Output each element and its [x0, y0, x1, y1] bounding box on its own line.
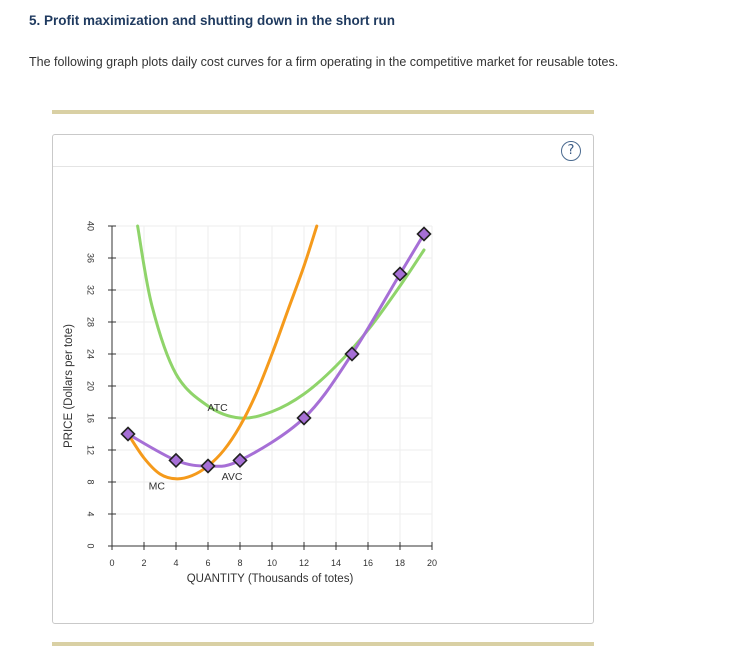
atc-curve	[136, 224, 426, 420]
y-tick-label: 32	[86, 285, 96, 295]
y-tick-label: 20	[86, 381, 96, 391]
top-divider	[52, 110, 594, 114]
label-layer: ATC AVC MC	[149, 402, 243, 492]
curve-layer	[126, 224, 426, 481]
avc-point-marker	[344, 346, 360, 362]
x-tick-label: 18	[395, 558, 405, 568]
y-tick-label: 36	[86, 253, 96, 263]
x-tick-label: 6	[205, 558, 210, 568]
avc-point-marker	[416, 226, 432, 242]
x-tick-label: 0	[109, 558, 114, 568]
x-tick-label: 20	[427, 558, 437, 568]
avc-curve	[126, 232, 426, 468]
x-tick-label: 8	[237, 558, 242, 568]
y-tick-label: 40	[86, 221, 96, 231]
axis-layer: 0 2 4 6 8 10 12 14 16 18 200481216202428323640QUAN…	[63, 221, 437, 585]
x-tick-label: 10	[267, 558, 277, 568]
x-tick-label: 4	[173, 558, 178, 568]
help-icon[interactable]: ?	[561, 141, 581, 161]
mc-curve-label: MC	[149, 481, 166, 493]
y-tick-label: 8	[86, 479, 96, 484]
question-title: 5. Profit maximization and shutting down…	[29, 13, 396, 28]
mc-curve	[126, 224, 319, 481]
y-tick-label: 4	[86, 511, 96, 516]
avc-point-marker	[296, 410, 312, 426]
y-tick-label: 0	[86, 543, 96, 548]
question-intro: The following graph plots daily cost cur…	[29, 55, 619, 69]
avc-point-marker	[232, 452, 248, 469]
panel-header-divider	[53, 166, 593, 167]
avc-point-marker	[168, 452, 184, 469]
y-tick-label: 28	[86, 317, 96, 327]
y-tick-label: 16	[86, 413, 96, 423]
atc-curve-label: ATC	[207, 402, 228, 414]
marker-layer	[120, 226, 432, 474]
x-axis-title: QUANTITY (Thousands of totes)	[187, 573, 354, 585]
x-tick-label: 14	[331, 558, 341, 568]
x-tick-label: 2	[141, 558, 146, 568]
avc-point-marker	[120, 426, 136, 442]
avc-curve-label: AVC	[222, 471, 243, 483]
x-tick-label: 16	[363, 558, 373, 568]
avc-point-marker	[392, 266, 408, 282]
grid-layer	[112, 225, 433, 546]
avc-point-marker	[200, 458, 216, 474]
y-tick-label: 12	[86, 445, 96, 455]
x-tick-label: 12	[299, 558, 309, 568]
y-axis-title: PRICE (Dollars per tote)	[63, 324, 75, 448]
y-tick-label: 24	[86, 349, 96, 359]
bottom-divider	[52, 642, 594, 646]
